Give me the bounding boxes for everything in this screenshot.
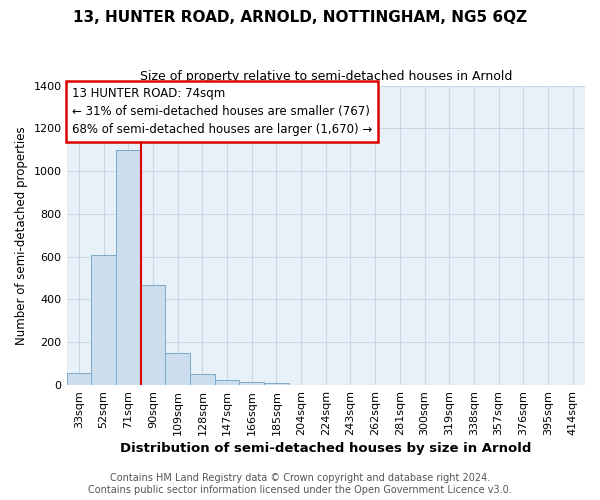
Bar (264, 383, 289, 385)
Text: 13, HUNTER ROAD, ARNOLD, NOTTINGHAM, NG5 6QZ: 13, HUNTER ROAD, ARNOLD, NOTTINGHAM, NG5… (73, 10, 527, 25)
Title: Size of property relative to semi-detached houses in Arnold: Size of property relative to semi-detach… (140, 70, 512, 83)
Bar (116, 150, 140, 385)
Text: Contains HM Land Registry data © Crown copyright and database right 2024.
Contai: Contains HM Land Registry data © Crown c… (88, 474, 512, 495)
Bar (67, 373, 91, 385)
Bar (165, 353, 190, 385)
Bar (91, 254, 116, 385)
Text: 13 HUNTER ROAD: 74sqm
← 31% of semi-detached houses are smaller (767)
68% of sem: 13 HUNTER ROAD: 74sqm ← 31% of semi-deta… (72, 87, 372, 136)
Bar (190, 374, 215, 385)
Y-axis label: Number of semi-detached properties: Number of semi-detached properties (15, 126, 28, 344)
Bar (239, 382, 264, 385)
X-axis label: Distribution of semi-detached houses by size in Arnold: Distribution of semi-detached houses by … (120, 442, 532, 455)
Bar (140, 284, 165, 385)
Bar (215, 380, 239, 385)
